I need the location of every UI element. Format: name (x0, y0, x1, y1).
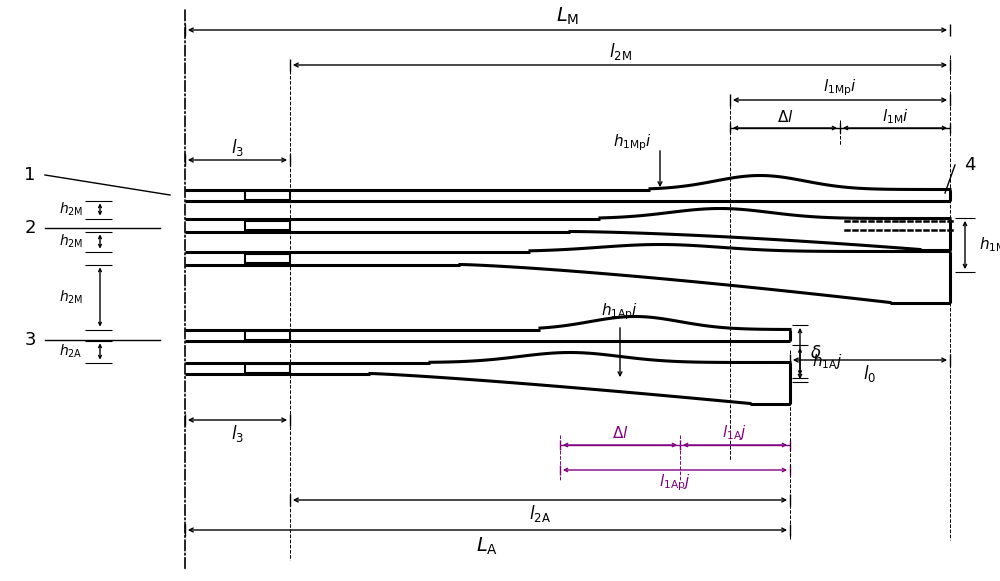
Text: $l_3$: $l_3$ (231, 138, 244, 159)
Text: $h_\mathrm{2M}$: $h_\mathrm{2M}$ (59, 233, 83, 250)
Bar (245, 253, 290, 263)
Text: $l_3$: $l_3$ (231, 424, 244, 444)
Text: $\Delta l$: $\Delta l$ (777, 109, 793, 125)
Text: 3: 3 (24, 331, 36, 349)
Bar (245, 331, 290, 339)
Text: $l_\mathrm{2M}$: $l_\mathrm{2M}$ (609, 41, 631, 63)
Text: $\delta$: $\delta$ (810, 345, 821, 363)
Bar (245, 221, 290, 229)
Text: $L_\mathrm{M}$: $L_\mathrm{M}$ (556, 5, 579, 27)
Text: $l_\mathrm{1M}i$: $l_\mathrm{1M}i$ (882, 107, 908, 126)
Text: $l_\mathrm{1Mp}i$: $l_\mathrm{1Mp}i$ (823, 78, 857, 98)
Text: $h_\mathrm{2M}$: $h_\mathrm{2M}$ (59, 201, 83, 218)
Text: $l_0$: $l_0$ (863, 364, 877, 385)
Text: 1: 1 (24, 166, 36, 184)
Text: $l_\mathrm{1A}j$: $l_\mathrm{1A}j$ (722, 424, 748, 443)
Text: $L_\mathrm{A}$: $L_\mathrm{A}$ (476, 535, 499, 557)
Text: 4: 4 (964, 156, 976, 174)
Text: $h_\mathrm{1Mp}i$: $h_\mathrm{1Mp}i$ (613, 132, 652, 153)
Text: $h_\mathrm{1M}i$: $h_\mathrm{1M}i$ (979, 236, 1000, 254)
Text: $l_\mathrm{2A}$: $l_\mathrm{2A}$ (529, 504, 551, 525)
Text: $h_\mathrm{2A}$: $h_\mathrm{2A}$ (59, 343, 83, 360)
Text: $\Delta l$: $\Delta l$ (612, 425, 628, 441)
Text: $h_\mathrm{1Ap}j$: $h_\mathrm{1Ap}j$ (601, 302, 639, 322)
Text: 2: 2 (24, 219, 36, 237)
Text: $l_\mathrm{1Ap}j$: $l_\mathrm{1Ap}j$ (659, 473, 691, 493)
Text: $h_\mathrm{2M}$: $h_\mathrm{2M}$ (59, 288, 83, 306)
Bar (245, 191, 290, 199)
Bar (245, 364, 290, 372)
Text: $h_\mathrm{1A}j$: $h_\mathrm{1A}j$ (812, 352, 842, 371)
